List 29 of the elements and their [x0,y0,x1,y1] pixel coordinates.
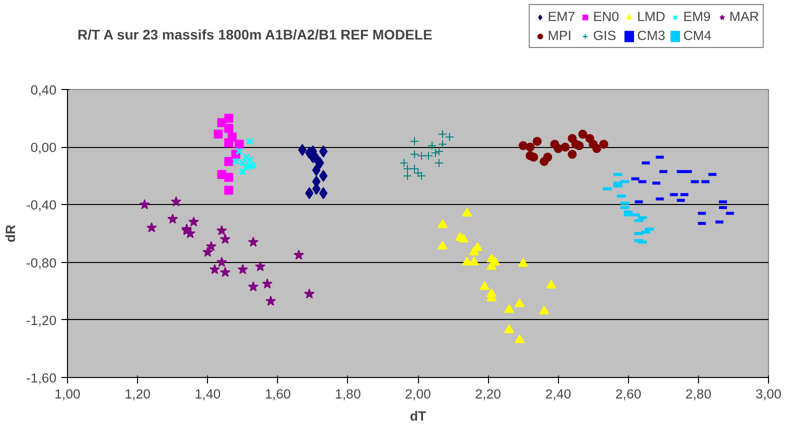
x-tick-label: 1,80 [334,386,361,402]
legend-label: GIS [593,28,616,43]
x-axis-title: dT [410,408,426,424]
y-tick-label: 0,40 [30,82,57,98]
legend-label: MAR [729,9,759,24]
y-tick-label: -1,60 [26,370,57,386]
y-tick-label: 0,00 [30,140,57,156]
x-tick-label: 1,00 [54,386,80,402]
x-tick-label: 1,20 [124,386,151,402]
legend-label: EM9 [683,9,711,24]
x-tick-label: 2,60 [615,386,642,402]
x-tick-label: 1,40 [194,386,221,402]
y-tick-label: -0,80 [26,255,57,270]
x-tick-label: 3,00 [756,386,782,402]
legend-label: MPI [548,28,572,43]
legend-label: CM3 [637,28,666,43]
x-tick-label: 2,40 [545,386,572,402]
x-tick-label: 1,60 [264,386,291,402]
legend-label: LMD [637,9,666,24]
legend-label: EN0 [593,9,620,24]
legend-label: EM7 [548,9,576,24]
x-tick-label: 2,80 [685,386,712,402]
y-axis-title: dR [3,224,18,242]
y-tick-label: -1,20 [26,312,57,328]
chart-title: R/T A sur 23 massifs 1800m A1B/A2/B1 REF MODELE [78,26,432,42]
legend-label: CM4 [683,28,712,43]
y-tick-label: -0,40 [26,198,57,213]
x-tick-label: 2,00 [405,386,431,402]
x-tick-label: 2,20 [475,386,502,402]
